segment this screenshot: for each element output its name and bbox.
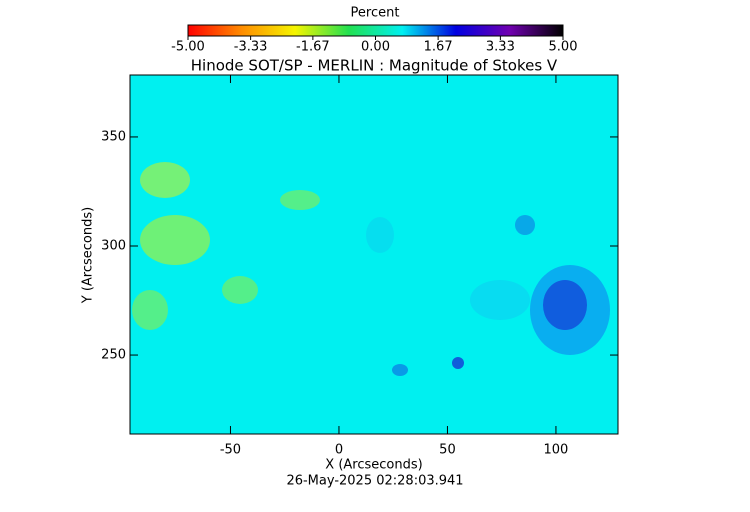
plot-frame	[129, 74, 619, 435]
colorbar-tick-label: 0.00	[361, 40, 390, 55]
colorbar-tick-label: -1.67	[296, 40, 330, 55]
colorbar	[187, 24, 564, 37]
colorbar-label: Percent	[351, 6, 400, 21]
x-tick-label: -50	[220, 443, 241, 458]
field-texture	[132, 162, 610, 376]
y-tick-label: 300	[101, 238, 126, 253]
y-tick-label: 250	[101, 348, 126, 363]
colorbar-tick-label: -5.00	[171, 40, 205, 55]
y-tick-label: 350	[101, 129, 126, 144]
timestamp: 26-May-2025 02:28:03.941	[286, 474, 463, 489]
colorbar-tick-label: 5.00	[549, 40, 578, 55]
x-tick-label: 100	[544, 443, 569, 458]
y-axis-label: Y (Arcseconds)	[81, 207, 96, 304]
x-tick-label: 50	[439, 443, 456, 458]
x-axis-label: X (Arcseconds)	[325, 458, 422, 473]
colorbar-tick-label: 3.33	[486, 40, 515, 55]
x-tick-label: 0	[335, 443, 343, 458]
colorbar-tick-label: -3.33	[234, 40, 268, 55]
heatmap-field	[130, 75, 618, 434]
colorbar-tick-label: 1.67	[424, 40, 453, 55]
chart-title: Hinode SOT/SP - MERLIN : Magnitude of St…	[191, 57, 558, 75]
